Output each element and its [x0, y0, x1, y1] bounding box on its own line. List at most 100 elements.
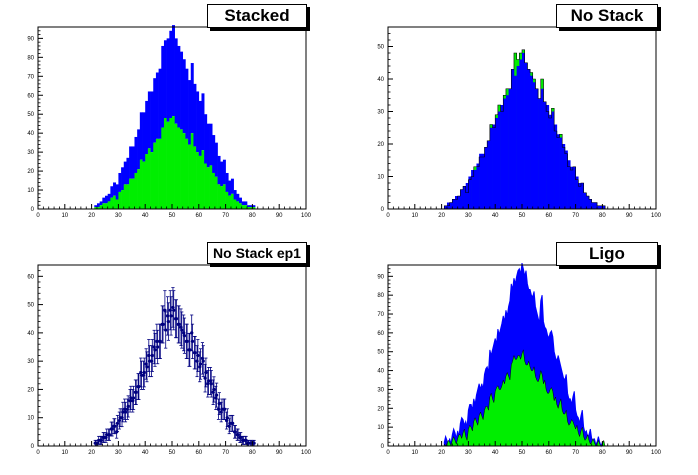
panel-3-point — [126, 404, 130, 409]
panel-1-bar-top — [236, 193, 240, 202]
panel-2-bar-blue — [452, 199, 456, 209]
panel-1-bar-bottom — [217, 184, 221, 209]
panel-2-bar-blue — [465, 183, 469, 209]
panel-1-bar-top — [196, 91, 200, 153]
title-ligo: Ligo — [556, 242, 658, 266]
panel-1-bar-top — [121, 167, 125, 191]
panel-3-point — [102, 435, 106, 440]
panel-3-point — [209, 382, 213, 386]
panel-1-xtick-label: 90 — [276, 213, 283, 219]
panel-3-point — [123, 410, 128, 414]
panel-2-bar-blue — [497, 111, 501, 209]
panel-4-ytick-label: 0 — [381, 444, 385, 450]
panel-3-point — [185, 339, 189, 343]
panel-2-bar-blue — [554, 124, 558, 209]
title-stacked: Stacked — [207, 4, 307, 28]
panel-2-bar-blue — [594, 202, 598, 209]
panel-2-bar-blue — [468, 176, 472, 209]
panel-3-xtick-label: 60 — [195, 450, 202, 456]
panel-1-bar-top — [212, 135, 216, 173]
panel-4-area-top — [443, 262, 606, 448]
panel-2-bar-blue — [460, 189, 464, 209]
panel-2-xtick-label: 30 — [465, 213, 472, 219]
panel-1-bar-bottom — [161, 127, 165, 209]
panel-3-point — [182, 334, 187, 338]
panel-2-xtick-label: 60 — [545, 213, 552, 219]
panel-1-bar-top — [190, 63, 194, 134]
panel-2-bar-blue — [583, 192, 587, 209]
panel-2-bar-blue — [508, 88, 512, 209]
panel-3-point — [169, 314, 173, 318]
panel-2-bar-blue — [572, 166, 576, 209]
panel-3-point — [163, 308, 167, 312]
panel-1-bar-bottom — [190, 133, 194, 209]
panel-1-bar-top — [99, 201, 103, 206]
panel-3-point — [121, 410, 125, 414]
panel-2-bar-blue — [567, 160, 571, 209]
panel-1-bar-bottom — [99, 205, 103, 209]
panel-3-point — [220, 407, 224, 411]
panel-1-bar-top — [209, 123, 213, 166]
panel-3-point — [239, 435, 243, 440]
panel-2-bar-blue — [479, 153, 483, 209]
panel-1-bar-top — [169, 30, 173, 119]
panel-2-bar-blue — [455, 196, 458, 209]
panel-1-bar-top — [241, 201, 245, 206]
panel-4-ytick-label: 90 — [377, 274, 384, 280]
panel-2-ytick-label: 0 — [381, 207, 385, 213]
panel-3-point — [118, 416, 122, 420]
panel-1-xtick-label: 50 — [169, 213, 176, 219]
panel-2-bar-blue — [532, 82, 536, 209]
panel-3-point — [241, 438, 246, 442]
panel-2-bar-blue — [556, 134, 560, 209]
panel-2-bar-blue — [543, 101, 547, 209]
panel-1-xtick-label: 80 — [249, 213, 256, 219]
panel-1-bar-bottom — [158, 138, 162, 209]
panel-2-bar-blue — [546, 105, 550, 209]
panel-3-point — [110, 427, 114, 431]
panel-1-bar-top — [123, 161, 127, 185]
panel-1-bar-top — [201, 93, 205, 151]
panel-1-bar-bottom — [169, 118, 173, 209]
panel-1-bar-top — [147, 91, 151, 149]
panel-1-bar-top — [182, 59, 186, 134]
panel-1-bar-bottom — [201, 150, 205, 209]
panel-2-bar-blue — [524, 62, 528, 209]
panel-3-point — [161, 322, 165, 326]
panel-2-bar-blue — [535, 88, 539, 209]
panel-1-bar-top — [158, 68, 162, 139]
panel-1-bar-bottom — [193, 146, 197, 209]
panel-1-xtick-label: 30 — [115, 213, 122, 219]
panel-3-point — [215, 393, 219, 397]
panel-3-xtick-label: 30 — [115, 450, 122, 456]
panel-2-bar-blue — [564, 150, 568, 209]
panel-1-bar-bottom — [220, 186, 224, 209]
panel-1-bar-bottom — [105, 203, 108, 209]
panel-1-bar-bottom — [163, 118, 167, 209]
panel-1-bar-bottom — [129, 178, 133, 209]
panel-1-bar-top — [222, 159, 226, 185]
panel-1-bar-bottom — [252, 207, 256, 209]
panel-3-point — [247, 441, 251, 445]
panel-1-bar-bottom — [118, 191, 122, 209]
panel-4-xtick-label: 100 — [651, 450, 662, 456]
panel-3-point — [156, 345, 160, 349]
panel-1-ytick-label: 80 — [27, 55, 34, 61]
panel-2-xtick-label: 100 — [651, 213, 662, 219]
panel-2-ytick-label: 10 — [377, 175, 384, 181]
panel-3-point — [150, 353, 154, 358]
panel-1-bar-bottom — [145, 154, 149, 209]
panel-1-bar-top — [155, 72, 159, 139]
panel-1-bar-top — [142, 112, 146, 162]
panel-1-bar-bottom — [185, 138, 189, 209]
panel-3-point — [198, 362, 203, 366]
panel-2-bar-blue — [570, 166, 574, 209]
panel-2-bar-blue — [597, 205, 601, 209]
panel-3-point — [129, 396, 133, 400]
panel-1-xtick-label: 0 — [36, 213, 40, 219]
panel-2-bar-blue — [516, 66, 520, 209]
panel-3-point — [180, 328, 184, 332]
panel-1-bar-bottom — [249, 207, 253, 209]
panel-1-bar-top — [118, 172, 122, 192]
